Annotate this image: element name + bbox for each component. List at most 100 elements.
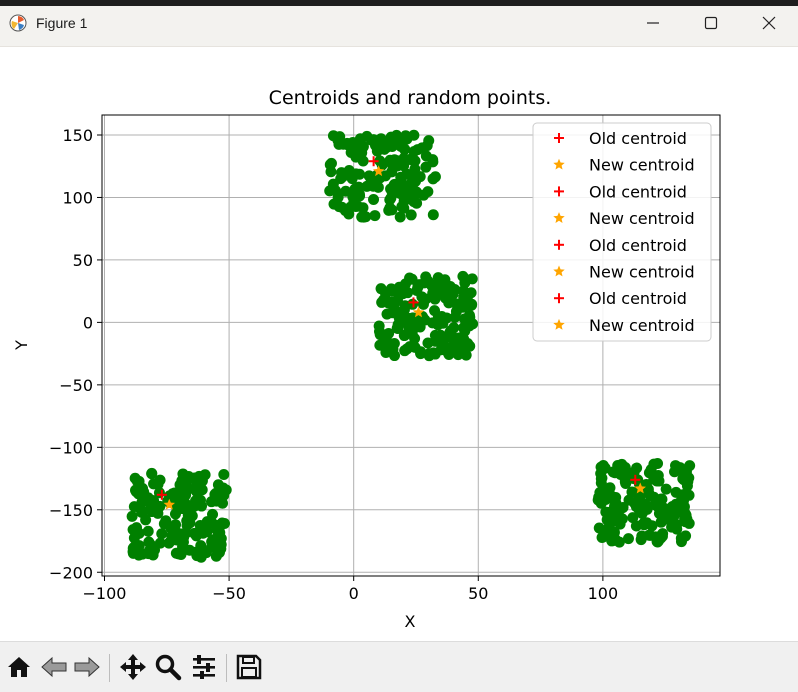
data-point [423, 135, 435, 147]
data-point [677, 494, 689, 506]
data-point [679, 516, 691, 528]
minimize-icon [647, 22, 659, 24]
data-point [379, 170, 391, 182]
data-point [427, 209, 439, 221]
legend-label: Old centroid [589, 129, 687, 148]
legend-label: Old centroid [589, 182, 687, 201]
data-point [369, 210, 381, 222]
y-tick-label: −100 [49, 438, 93, 457]
data-point [636, 508, 648, 520]
data-point [414, 321, 426, 333]
legend-new-centroid-marker [553, 318, 565, 330]
data-point [597, 460, 609, 472]
data-point [193, 470, 205, 482]
data-point [596, 472, 608, 484]
data-point [381, 308, 393, 320]
new-centroid-marker [412, 306, 425, 318]
maximize-button[interactable] [688, 8, 734, 38]
data-point [169, 508, 181, 520]
data-point [655, 516, 667, 528]
save-button[interactable] [234, 652, 264, 682]
data-point [357, 141, 369, 153]
data-point [337, 171, 349, 183]
close-button[interactable] [746, 8, 792, 38]
data-point [405, 209, 417, 221]
data-point [184, 544, 196, 556]
data-point [127, 547, 139, 559]
figure-canvas[interactable]: −100 −50 0 50 100 150 100 50 0 −50 −100 −150 −200 Ce… [0, 47, 798, 641]
legend-old-centroid-marker [554, 293, 564, 304]
data-point [444, 345, 456, 357]
window-titlebar: Figure 1 [0, 0, 798, 47]
data-point [671, 519, 683, 531]
maximize-icon [704, 16, 718, 30]
data-point [200, 547, 212, 559]
data-point [413, 279, 425, 291]
x-axis-label: X [405, 612, 416, 631]
data-point [132, 481, 144, 493]
minimize-button[interactable] [630, 8, 676, 38]
data-point [368, 193, 380, 205]
save-icon [236, 654, 262, 680]
data-point [392, 323, 404, 335]
data-point [185, 510, 197, 522]
data-point [390, 305, 402, 317]
new-centroid-marker [163, 498, 175, 510]
data-point [680, 466, 692, 478]
point-clusters [126, 129, 696, 563]
data-point [137, 506, 149, 518]
data-point [148, 478, 160, 490]
y-axis-label: Y [12, 340, 31, 351]
y-tick-label: 0 [83, 313, 93, 332]
data-point [459, 277, 471, 289]
legend-label: Old centroid [589, 289, 687, 308]
data-point [343, 208, 355, 220]
data-point [398, 182, 410, 194]
data-point [628, 497, 640, 509]
data-point [406, 177, 418, 189]
data-point [594, 487, 606, 499]
x-tick-label: −100 [83, 584, 127, 603]
legend-label: New centroid [589, 316, 695, 335]
legend-new-centroid-marker [553, 212, 565, 223]
data-point [152, 507, 164, 519]
data-point [217, 497, 229, 509]
data-point [441, 312, 453, 324]
data-point [400, 278, 412, 290]
legend-new-centroid-marker [553, 265, 565, 277]
data-point [427, 156, 439, 168]
data-point [458, 322, 470, 334]
data-point [358, 211, 370, 223]
data-point [389, 178, 401, 190]
axes-frame [101, 114, 721, 577]
centroid-markers [156, 156, 646, 510]
data-point [404, 341, 416, 353]
data-point [131, 522, 143, 534]
new-centroid-marker [634, 482, 646, 494]
y-tick-label: 150 [62, 126, 93, 145]
data-point [466, 299, 478, 311]
data-point [660, 483, 672, 495]
data-point [176, 493, 188, 505]
navigation-toolbar [0, 641, 798, 692]
data-point [196, 484, 208, 496]
data-point [463, 309, 475, 321]
back-button[interactable] [39, 652, 69, 682]
data-point [651, 475, 663, 487]
home-button[interactable] [4, 652, 34, 682]
window-title: Figure 1 [36, 15, 88, 31]
data-point [181, 519, 193, 531]
zoom-button[interactable] [153, 652, 183, 682]
configure-subplots-button[interactable] [189, 652, 219, 682]
y-tick-label: −200 [49, 563, 93, 582]
configure-subplots-icon [193, 655, 215, 679]
data-point [429, 171, 441, 183]
data-point [354, 168, 366, 180]
forward-button[interactable] [72, 652, 102, 682]
data-point [418, 189, 430, 201]
data-point [350, 147, 362, 159]
legend-label: New centroid [589, 263, 695, 282]
data-point [140, 514, 152, 526]
pan-button[interactable] [118, 652, 148, 682]
data-point [182, 482, 194, 494]
